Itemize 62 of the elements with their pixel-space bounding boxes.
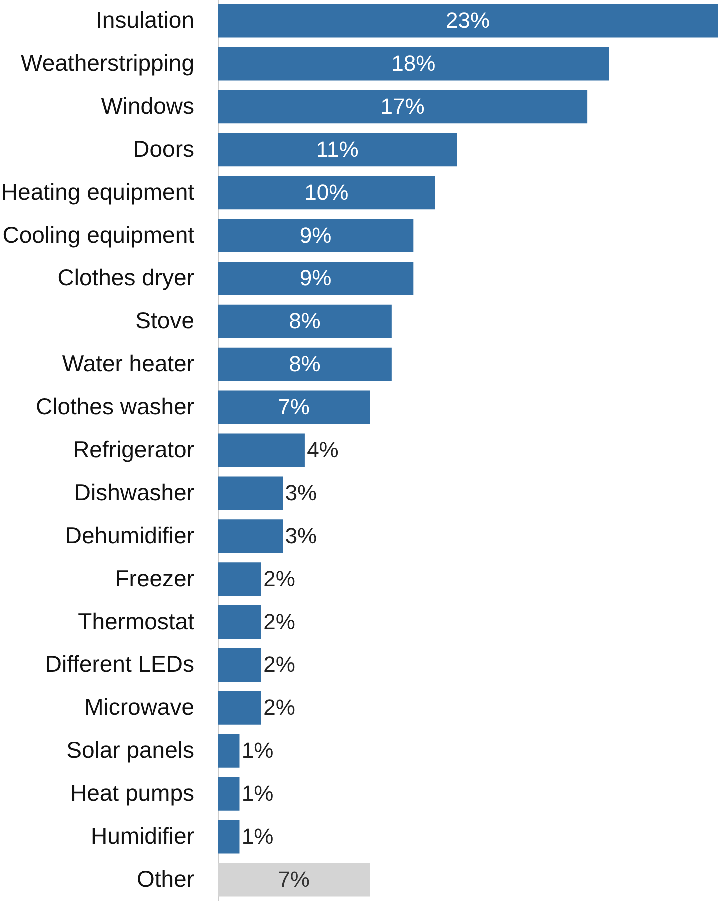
y-tick-label: Thermostat bbox=[78, 608, 196, 634]
bar bbox=[218, 434, 305, 468]
bar bbox=[218, 262, 414, 296]
y-tick-label: Other bbox=[136, 866, 195, 892]
bar bbox=[218, 476, 284, 510]
bar bbox=[218, 777, 240, 811]
y-tick-label: Doors bbox=[133, 136, 194, 162]
y-tick-label: Microwave bbox=[84, 694, 194, 720]
data-label: 23% bbox=[446, 8, 490, 34]
data-label: 9% bbox=[300, 266, 332, 291]
y-tick-label: Stove bbox=[136, 308, 194, 334]
data-label: 2% bbox=[264, 566, 296, 592]
y-tick-label: Windows bbox=[101, 92, 194, 119]
bar bbox=[218, 606, 262, 640]
bar bbox=[218, 219, 414, 253]
data-label: 2% bbox=[264, 609, 296, 634]
data-label: 11% bbox=[316, 136, 359, 162]
y-tick-label: Heating equipment bbox=[1, 178, 196, 205]
data-label: 18% bbox=[392, 50, 436, 76]
y-tick-label: Different LEDs bbox=[45, 651, 194, 678]
data-label: 10% bbox=[304, 180, 349, 205]
data-label: 4% bbox=[307, 438, 339, 462]
data-label: 7% bbox=[278, 394, 310, 420]
data-label: 1% bbox=[242, 781, 274, 806]
y-tick-label: Freezer bbox=[115, 565, 195, 592]
data-label: 1% bbox=[242, 824, 274, 850]
bar bbox=[218, 648, 262, 682]
bar bbox=[218, 691, 262, 725]
y-tick-label: Heat pumps bbox=[70, 780, 194, 806]
bar bbox=[218, 304, 392, 338]
bar bbox=[218, 4, 718, 38]
data-label: 1% bbox=[242, 738, 274, 764]
y-tick-label: Dehumidifier bbox=[65, 522, 195, 548]
bar bbox=[218, 133, 458, 167]
bar bbox=[218, 90, 588, 124]
y-tick-label: Cooling equipment bbox=[2, 222, 196, 248]
bar bbox=[218, 176, 436, 210]
y-tick-label: Clothes washer bbox=[36, 394, 195, 420]
data-label: 3% bbox=[285, 523, 318, 548]
bar bbox=[218, 820, 240, 854]
bar bbox=[218, 520, 284, 554]
bar bbox=[218, 390, 370, 424]
y-tick-label: Water heater bbox=[62, 350, 195, 377]
data-label: 9% bbox=[300, 222, 332, 248]
y-tick-label: Solar panels bbox=[66, 737, 194, 764]
y-tick-label: Clothes dryer bbox=[58, 264, 195, 291]
y-tick-label: Dishwasher bbox=[74, 479, 195, 506]
data-label: 2% bbox=[264, 695, 296, 720]
bar bbox=[218, 348, 392, 382]
y-tick-label: Weatherstripping bbox=[21, 50, 194, 76]
data-label: 3% bbox=[285, 480, 318, 506]
bar bbox=[218, 734, 240, 768]
data-label: 17% bbox=[380, 94, 425, 119]
data-label: 7% bbox=[278, 866, 310, 892]
y-tick-label: Humidifier bbox=[90, 823, 195, 850]
bar bbox=[218, 47, 610, 81]
data-label: 8% bbox=[289, 308, 321, 334]
y-tick-label: Refrigerator bbox=[73, 436, 195, 462]
data-label: 2% bbox=[264, 652, 296, 678]
bar bbox=[218, 562, 262, 596]
data-label: 8% bbox=[289, 352, 321, 377]
y-tick-label: Insulation bbox=[96, 7, 194, 34]
